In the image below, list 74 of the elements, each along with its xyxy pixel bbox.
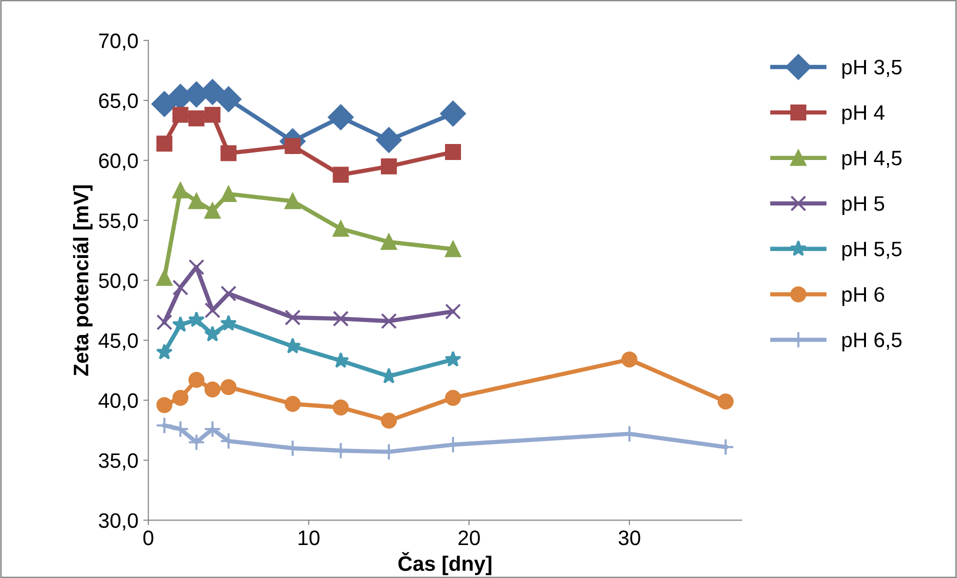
point bbox=[204, 106, 220, 123]
legend-label: pH 6 bbox=[842, 287, 884, 306]
point bbox=[284, 310, 301, 326]
point bbox=[440, 100, 466, 126]
point bbox=[172, 182, 188, 198]
point bbox=[220, 379, 237, 396]
y-tick-label: 45,0 bbox=[98, 333, 138, 351]
point bbox=[445, 144, 462, 160]
point bbox=[172, 280, 188, 296]
point bbox=[204, 326, 221, 342]
point bbox=[718, 393, 734, 410]
point bbox=[204, 202, 220, 219]
point bbox=[156, 416, 174, 434]
legend-label: pH 6,5 bbox=[842, 332, 902, 352]
y-tick-label: 35,0 bbox=[98, 453, 138, 470]
y-tick-label: 70,0 bbox=[99, 33, 138, 51]
legend-label: pH 4,5 bbox=[842, 150, 902, 170]
point bbox=[188, 311, 205, 328]
point bbox=[716, 438, 734, 456]
legend-label: pH 5,5 bbox=[842, 242, 902, 260]
point bbox=[188, 110, 204, 126]
point bbox=[220, 286, 237, 302]
x-axis-title: Čas [dny] bbox=[398, 552, 492, 576]
point bbox=[204, 381, 220, 398]
x-tick-label: 10 bbox=[298, 530, 320, 546]
point bbox=[380, 158, 397, 174]
point bbox=[188, 193, 204, 210]
point bbox=[172, 106, 188, 123]
point bbox=[328, 104, 354, 130]
point bbox=[332, 310, 349, 327]
point bbox=[220, 186, 237, 202]
point bbox=[188, 434, 206, 451]
point bbox=[445, 390, 462, 406]
x-tick-label: 0 bbox=[143, 530, 154, 546]
y-tick-label: 55,0 bbox=[98, 213, 138, 231]
point bbox=[220, 314, 237, 331]
x-tick-label: 30 bbox=[618, 530, 640, 546]
point bbox=[380, 234, 397, 250]
y-tick-label: 65,0 bbox=[99, 93, 138, 111]
point bbox=[376, 127, 402, 153]
point bbox=[380, 412, 397, 429]
y-tick-label: 40,0 bbox=[98, 393, 138, 410]
y-tick-label: 30,0 bbox=[98, 513, 138, 530]
point bbox=[156, 136, 172, 152]
x-tick-label: 20 bbox=[458, 530, 480, 546]
legend-label: pH 4 bbox=[842, 105, 884, 124]
point bbox=[284, 396, 301, 412]
legend-label: pH 3,5 bbox=[842, 60, 902, 79]
y-tick-label: 50,0 bbox=[98, 273, 138, 291]
point bbox=[188, 372, 204, 388]
point bbox=[204, 420, 222, 438]
point bbox=[284, 193, 301, 210]
point bbox=[188, 259, 204, 276]
point bbox=[172, 390, 188, 406]
point bbox=[332, 399, 349, 416]
point bbox=[332, 220, 349, 237]
point bbox=[445, 304, 462, 320]
point bbox=[172, 420, 190, 438]
point bbox=[204, 302, 220, 318]
point bbox=[444, 350, 462, 367]
point bbox=[332, 166, 349, 183]
point bbox=[156, 314, 172, 330]
y-axis-title: Zeta potenciál [mV] bbox=[72, 185, 93, 376]
legend-label: pH 5 bbox=[842, 196, 884, 216]
y-tick-label: 60,0 bbox=[99, 153, 138, 171]
point bbox=[445, 241, 462, 258]
point bbox=[156, 270, 172, 286]
point bbox=[216, 86, 242, 112]
point bbox=[220, 145, 237, 162]
point bbox=[380, 313, 397, 330]
point bbox=[156, 344, 173, 360]
point bbox=[152, 91, 178, 117]
point bbox=[621, 352, 638, 368]
point bbox=[156, 397, 172, 414]
